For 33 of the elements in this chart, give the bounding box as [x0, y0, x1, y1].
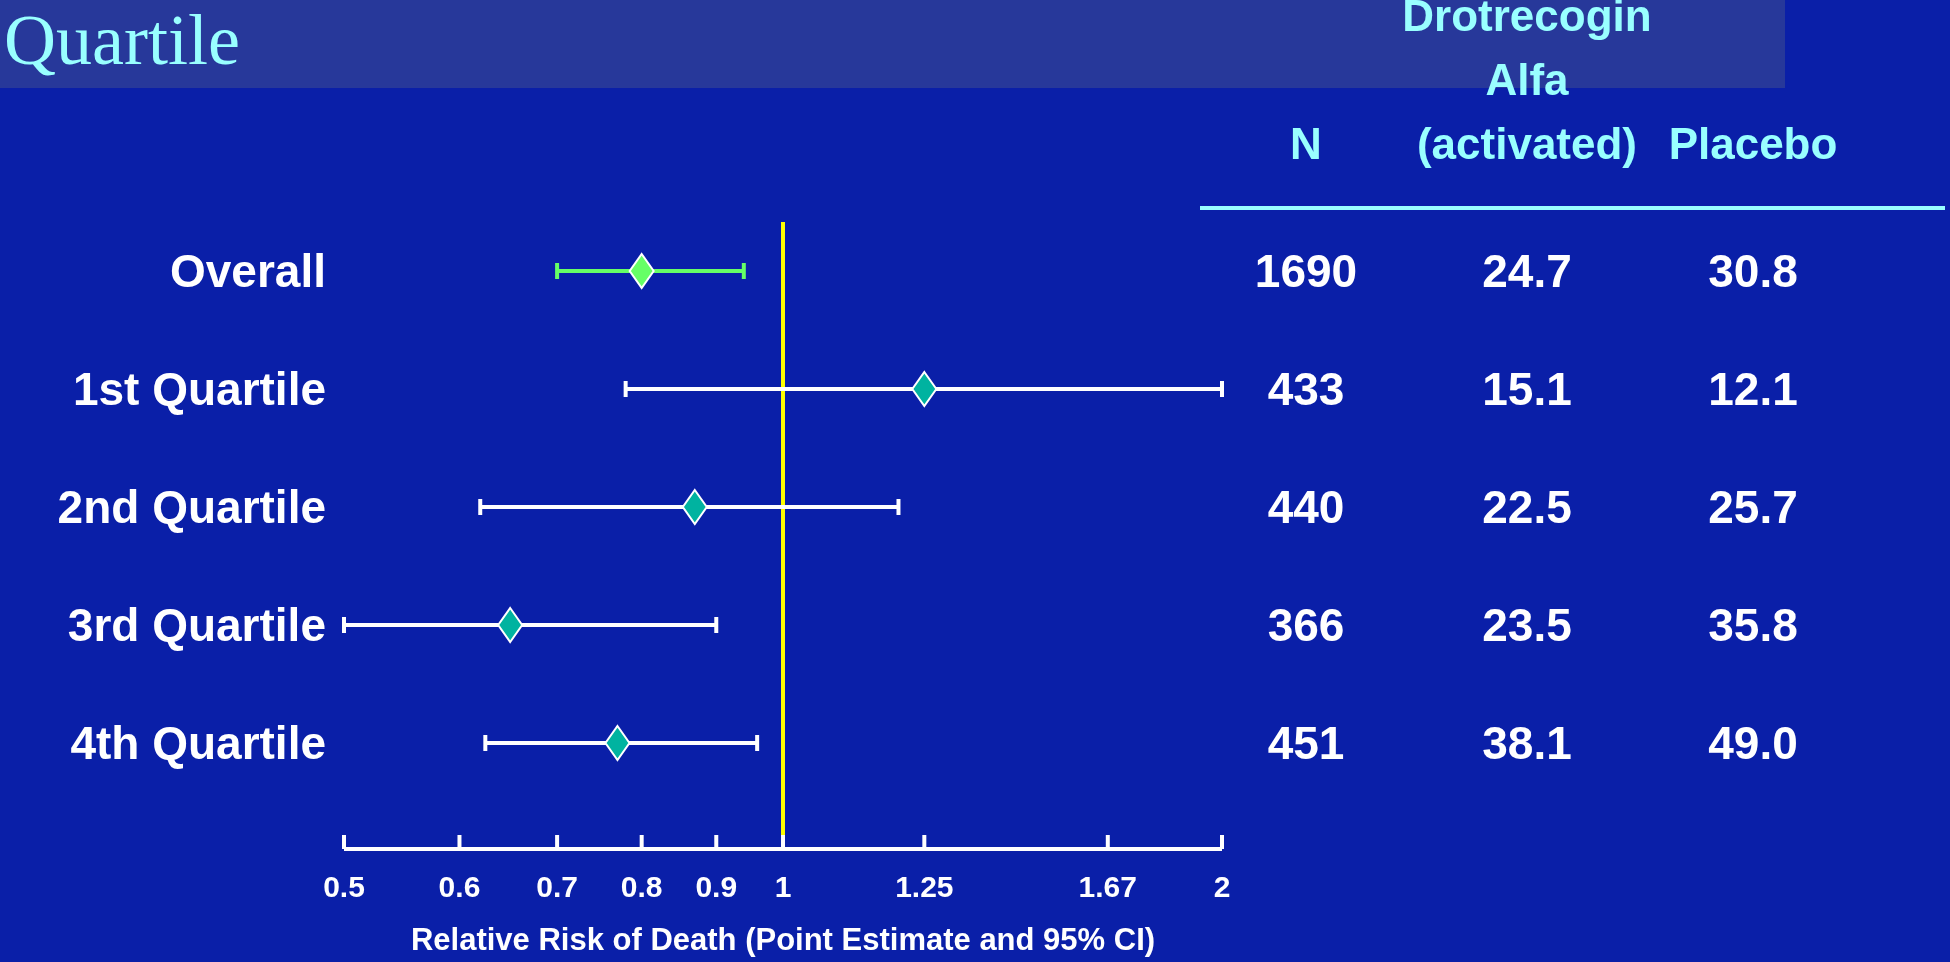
y-tick-label: 4th Quartile [70, 717, 326, 769]
text: 49.0 [1708, 717, 1798, 769]
chart-title: Quartile [4, 0, 240, 80]
x-tick-label: 0.7 [536, 870, 578, 903]
x-tick-label: 0.9 [695, 870, 738, 903]
text: 433 [1267, 363, 1345, 415]
text: 25.7 [1708, 481, 1798, 533]
text: 24.7 [1482, 245, 1572, 297]
text: 23.5 [1482, 599, 1572, 651]
text: 440 [1267, 481, 1345, 533]
x-axis-title: Relative Risk of Death (Point Estimate and 95% CI) [410, 922, 1156, 957]
x-tick-label: 1.67 [1078, 870, 1137, 903]
text: 22.5 [1482, 481, 1572, 533]
y-tick-label: 3rd Quartile [67, 599, 326, 651]
text: 30.8 [1708, 245, 1798, 297]
y-tick-label: 2nd Quartile [57, 481, 326, 533]
y-tick-label: Overall [170, 245, 326, 297]
x-tick-label: 0.5 [323, 870, 365, 903]
text: 38.1 [1482, 717, 1572, 769]
text: 366 [1267, 599, 1345, 651]
text: 15.1 [1482, 363, 1572, 415]
y-tick-label: 1st Quartile [72, 363, 326, 415]
x-tick-label: 1.25 [895, 870, 954, 903]
x-tick-label: 1 [774, 870, 792, 903]
text: 12.1 [1708, 363, 1798, 415]
category-label: Placebo [1668, 119, 1838, 168]
text: 1690 [1254, 245, 1358, 297]
text: 451 [1267, 717, 1345, 769]
category-label: N [1290, 119, 1322, 168]
x-tick-label: 0.6 [438, 870, 481, 903]
x-tick-label: 0.8 [620, 870, 663, 903]
text: 35.8 [1708, 599, 1798, 651]
x-tick-label: 2 [1213, 870, 1231, 903]
